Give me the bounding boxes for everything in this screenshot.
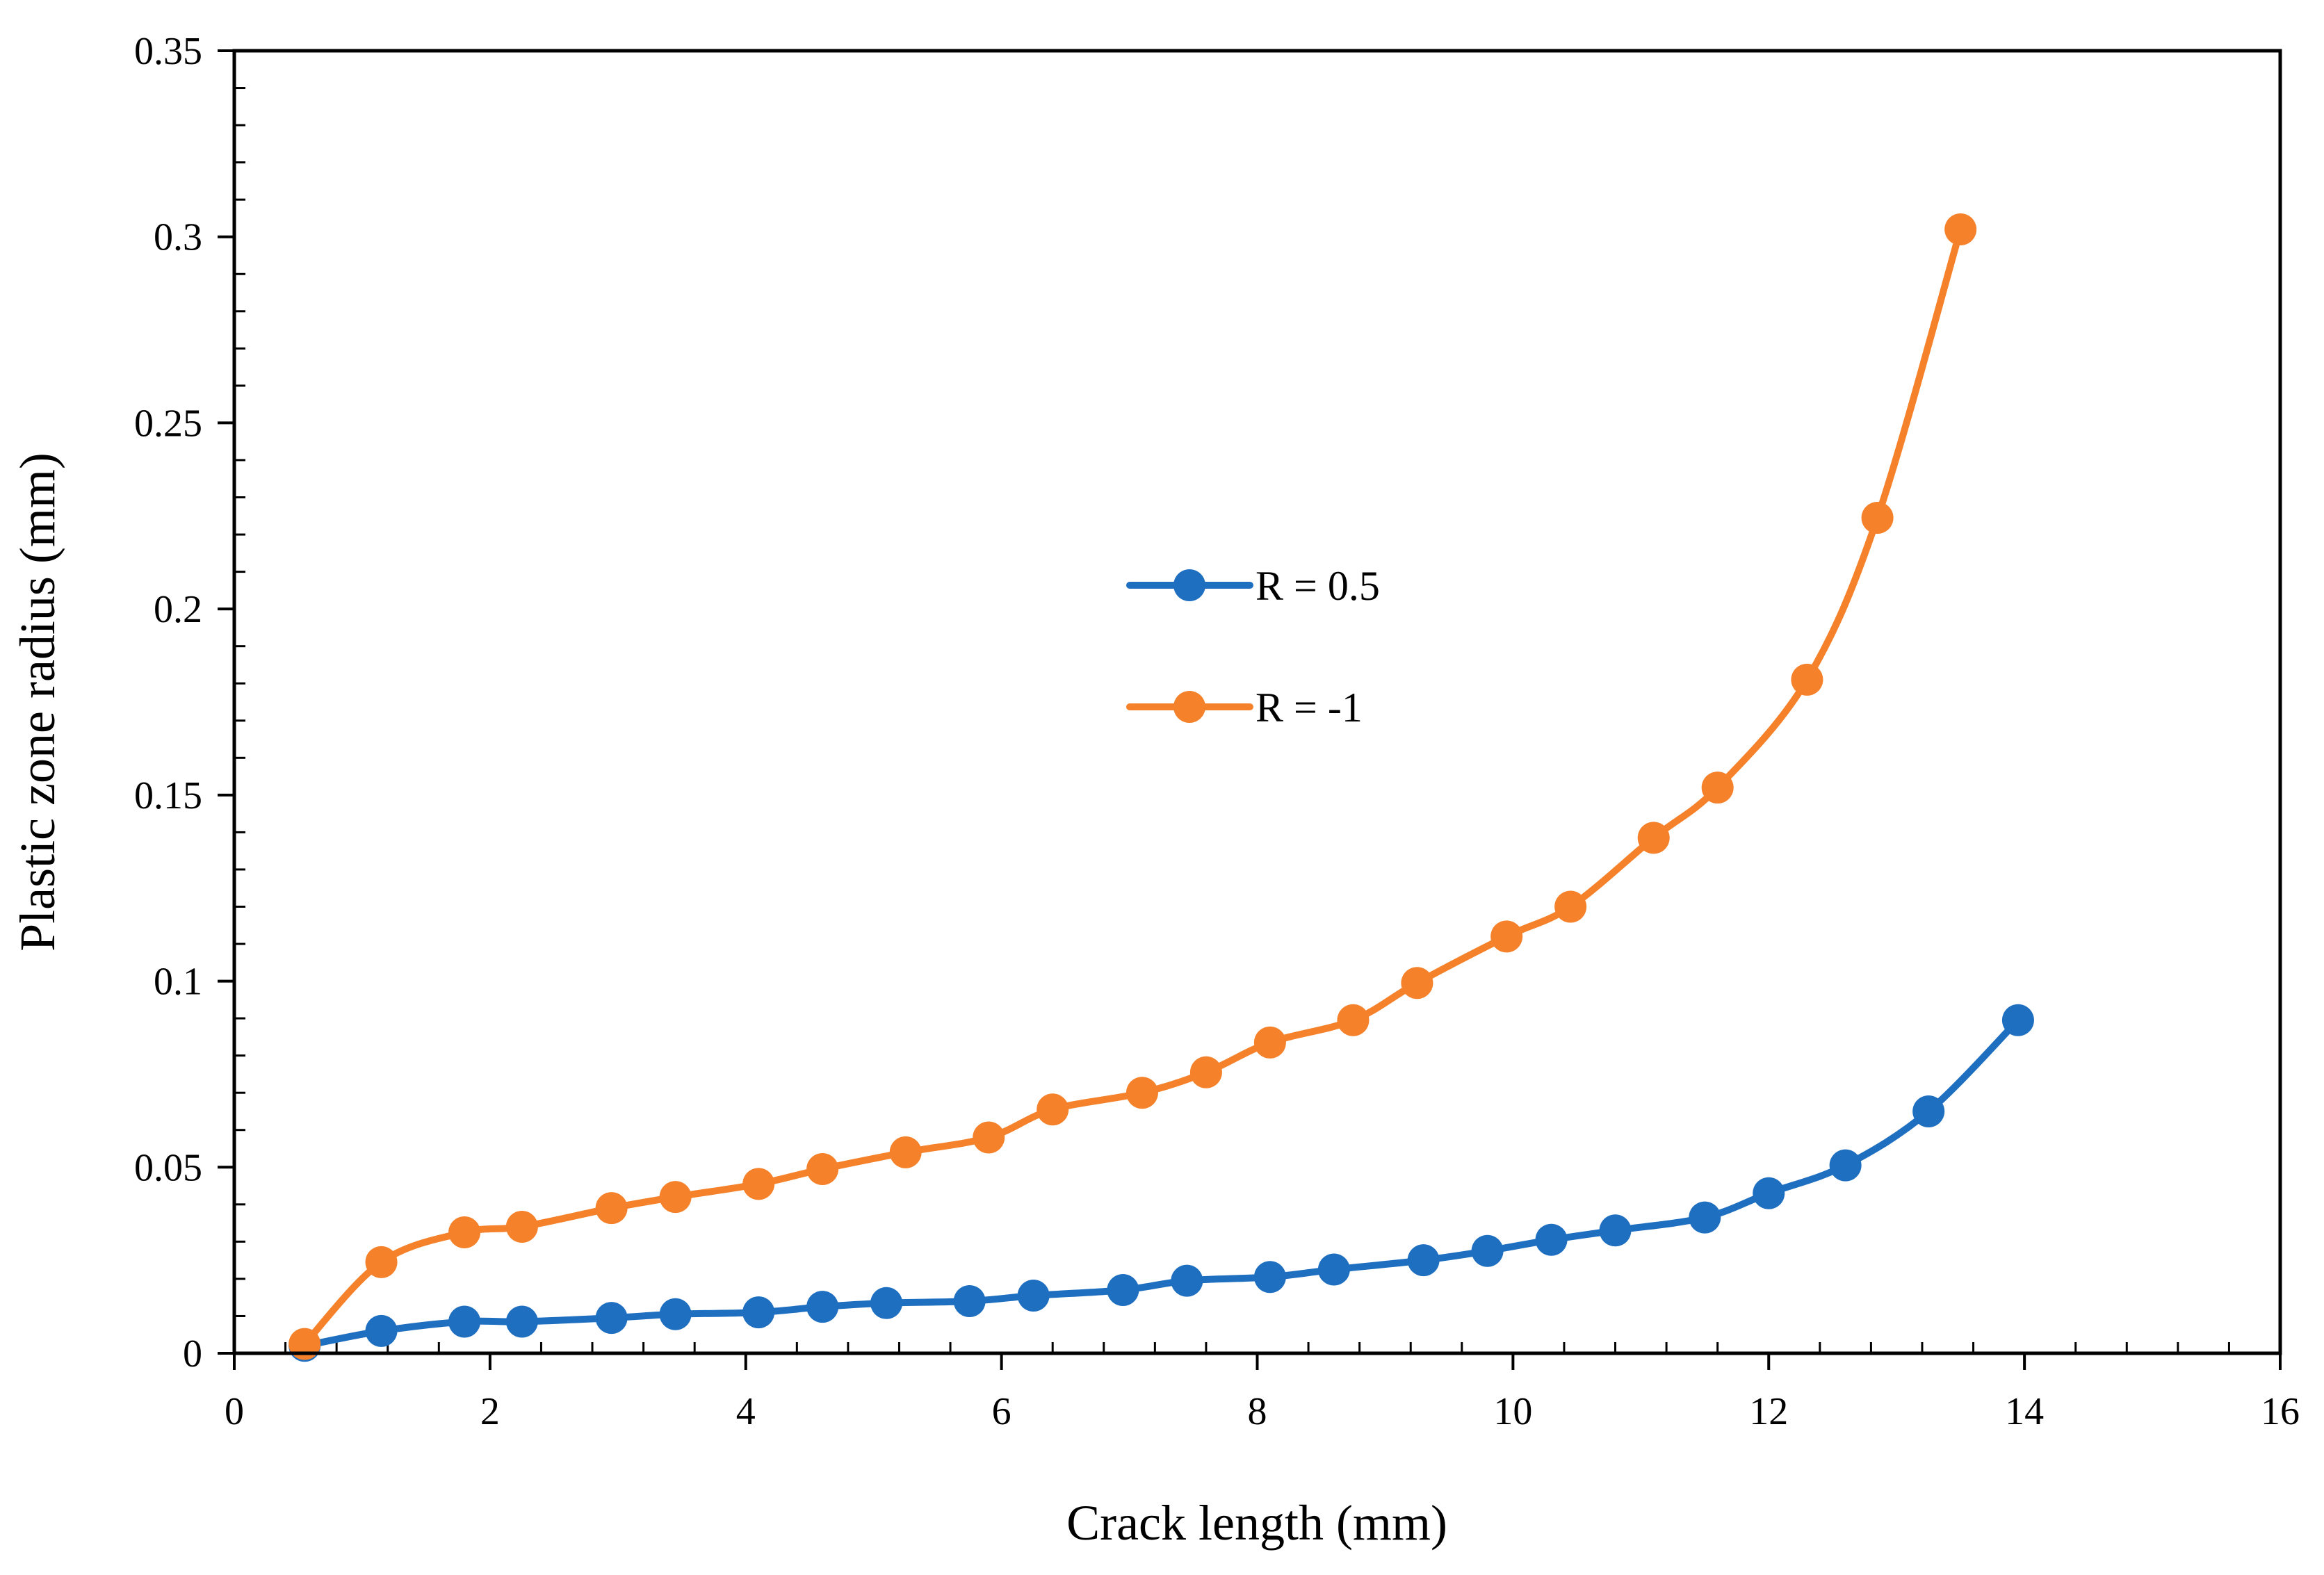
data-point	[505, 1305, 538, 1338]
x-tick-label: 8	[1248, 1390, 1267, 1433]
data-point	[1253, 1026, 1286, 1059]
legend-item: R = 0.5	[1126, 563, 1380, 609]
data-point	[806, 1152, 839, 1185]
axis-ticks	[218, 49, 2282, 1370]
x-tick-label: 4	[736, 1390, 756, 1433]
data-point	[1107, 1273, 1139, 1306]
y-tick-label: 0.35	[134, 30, 202, 73]
data-point	[1753, 1177, 1785, 1209]
y-tick-label: 0.05	[134, 1146, 202, 1189]
data-point	[742, 1168, 775, 1200]
x-axis-title: Crack length (mm)	[1066, 1495, 1447, 1551]
data-point	[1599, 1214, 1632, 1247]
data-point	[1017, 1280, 1050, 1312]
data-point	[365, 1314, 398, 1347]
data-point	[1037, 1093, 1069, 1126]
data-point	[1689, 1201, 1721, 1234]
data-point	[1401, 967, 1433, 999]
data-point	[1471, 1234, 1504, 1267]
data-point	[973, 1121, 1005, 1154]
x-tick-label: 14	[2005, 1390, 2044, 1433]
data-point	[1126, 1077, 1158, 1109]
data-point	[1171, 1264, 1203, 1297]
y-tick-label: 0.2	[154, 588, 202, 631]
data-point	[1490, 920, 1523, 953]
data-point	[1829, 1149, 1862, 1182]
data-point	[1253, 1261, 1286, 1294]
data-point	[659, 1181, 692, 1214]
data-point	[1189, 1056, 1222, 1088]
legend-item: R = -1	[1126, 685, 1363, 731]
y-axis-title: Plastic zone radius (mm)	[10, 452, 65, 952]
data-point	[1791, 663, 1823, 696]
data-point	[595, 1192, 628, 1225]
series-layer	[289, 213, 2034, 1362]
data-point	[870, 1287, 903, 1319]
x-tick-label: 16	[2261, 1390, 2300, 1433]
data-point	[659, 1298, 692, 1330]
legend-label: R = -1	[1256, 685, 1363, 731]
data-point	[448, 1216, 481, 1248]
x-tick-label: 10	[1493, 1390, 1532, 1433]
data-point	[289, 1328, 321, 1360]
y-tick-label: 0.25	[134, 402, 202, 445]
data-point	[1317, 1253, 1350, 1286]
x-tick-label: 12	[1749, 1390, 1788, 1433]
legend: R = 0.5 R = -1	[1126, 563, 1380, 731]
y-tick-label: 0.1	[154, 961, 202, 1004]
data-point	[953, 1285, 986, 1318]
data-point	[448, 1305, 481, 1338]
legend-marker	[1173, 569, 1205, 601]
x-tick-label: 0	[225, 1390, 244, 1433]
data-point	[595, 1302, 628, 1335]
y-tick-label: 0.3	[154, 216, 202, 259]
x-tick-label: 2	[480, 1390, 500, 1433]
x-tick-label: 6	[992, 1390, 1011, 1433]
data-point	[742, 1296, 775, 1329]
y-tick-label: 0.15	[134, 774, 202, 817]
data-point	[505, 1210, 538, 1243]
data-point	[1535, 1223, 1568, 1256]
data-point	[1637, 822, 1670, 854]
data-point	[1407, 1244, 1440, 1277]
data-point	[806, 1291, 839, 1323]
legend-marker	[1173, 691, 1205, 723]
series-0	[289, 1004, 2034, 1362]
plot-area-frame	[232, 49, 2282, 1355]
data-point	[1554, 890, 1587, 923]
data-point	[2001, 1004, 2034, 1036]
data-point	[365, 1246, 398, 1278]
data-point	[1337, 1004, 1370, 1036]
series-1	[289, 213, 1977, 1360]
tick-labels: 0 2 4 6 8 10 12 14 16 0 0.05 0.1 0.15 0.2 0.25 0.3 0.35	[134, 30, 2300, 1433]
data-point	[889, 1136, 922, 1168]
data-point	[1861, 501, 1894, 534]
legend-label: R = 0.5	[1256, 563, 1380, 609]
data-point	[1944, 213, 1977, 246]
data-point	[1701, 772, 1734, 804]
y-tick-label: 0	[183, 1332, 202, 1376]
data-point	[1912, 1095, 1945, 1127]
